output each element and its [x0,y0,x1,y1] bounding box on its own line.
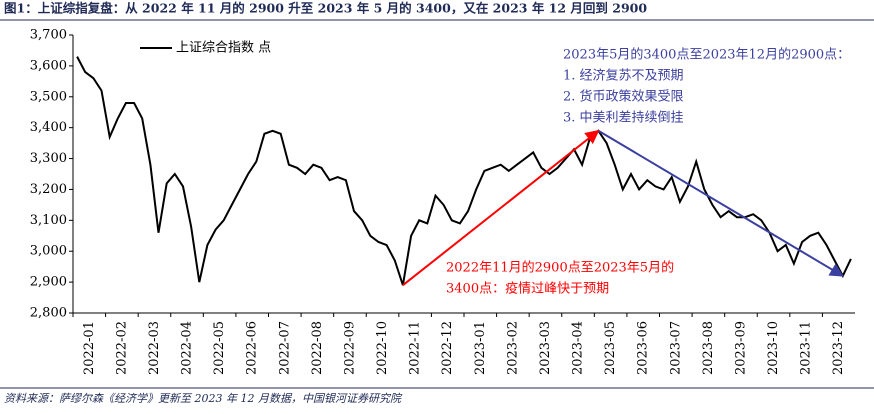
x-tick-label: 2023-08 [701,321,716,375]
x-tick-label: 2022-09 [342,321,357,375]
x-tick-label: 2022-07 [277,321,292,375]
x-tick-label: 2022-10 [375,321,390,375]
x-tick-label: 2023-12 [831,321,846,375]
x-tick-label: 2022-04 [180,321,195,375]
x-tick-label: 2023-01 [473,321,488,375]
x-tick-label: 2023-02 [505,321,520,375]
x-tick-label: 2022-12 [440,321,455,375]
annotation-text: 1. 经济复苏不及预期 [563,68,684,84]
y-tick-label: 3,500 [30,89,67,104]
y-tick-label: 2,900 [30,275,67,290]
annotation-arrow [402,129,600,286]
x-tick-label: 2023-06 [636,321,651,375]
x-tick-label: 2022-02 [114,321,129,375]
x-tick-label: 2023-04 [571,321,586,375]
x-tick-label: 2022-01 [82,321,97,375]
annotation-text: 2023年5月的3400点至2023年12月的2900点： [563,47,850,63]
x-tick-label: 2022-11 [408,321,423,375]
x-tick-label: 2023-05 [603,321,618,375]
x-tick-label: 2022-06 [245,321,260,375]
legend-label: 上证综合指数 点 [176,41,271,56]
y-tick-label: 3,600 [30,58,67,73]
annotation-text: 3400点：疫情过峰快于预期 [446,281,609,297]
annotation-arrow [597,129,844,277]
y-tick-label: 3,300 [30,151,67,166]
source: 资料来源：萨缪尔森《经济学》更新至 2023 年 12 月数据，中国银河证券研究… [4,392,403,405]
chart-title: 图1：上证综指复盘：从 2022 年 11 月的 2900 升至 2023 年 … [4,1,647,16]
x-tick-label: 2023-10 [766,321,781,375]
y-tick-label: 3,000 [30,244,67,259]
x-tick-label: 2022-05 [212,321,227,375]
x-tick-label: 2023-07 [668,321,683,375]
x-tick-label: 2022-03 [147,321,162,375]
y-tick-label: 3,100 [30,213,67,228]
x-tick-label: 2023-03 [538,321,553,375]
line-series [76,56,852,286]
x-tick-label: 2023-09 [733,321,748,375]
y-tick-label: 2,800 [30,306,67,321]
y-tick-label: 3,200 [30,182,67,197]
annotation-text: 2022年11月的2900点至2023年5月的 [446,260,674,276]
annotation-text: 3. 中美利差持续倒挂 [563,111,684,126]
y-tick-label: 3,400 [30,120,67,135]
annotation-text: 2. 货币政策效果受限 [563,89,684,105]
y-tick-label: 3,700 [30,28,67,43]
x-tick-label: 2023-11 [799,321,814,375]
x-tick-label: 2022-08 [310,321,325,375]
